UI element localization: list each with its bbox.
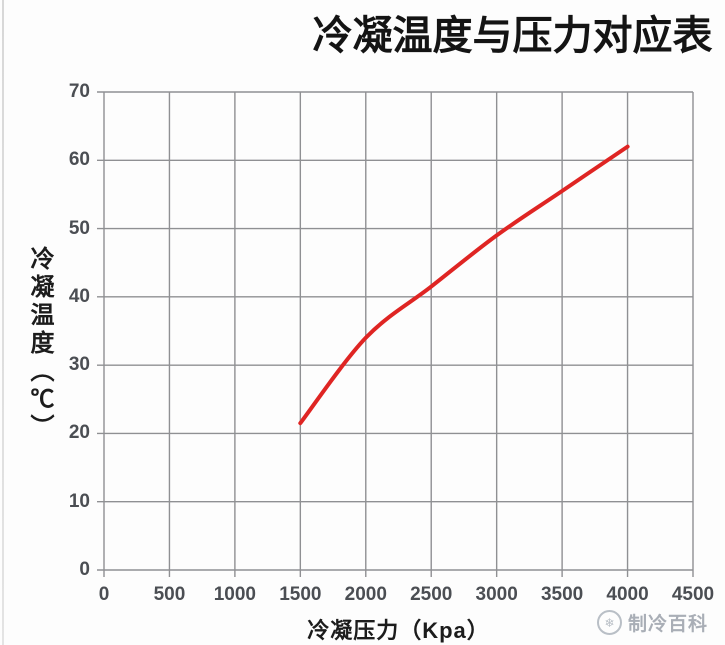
y-axis-tick-label: 60: [68, 149, 90, 171]
temperature-pressure-curve: [298, 144, 630, 426]
x-axis-tick-label: 0: [98, 584, 110, 605]
y-axis-tick-label: 50: [68, 217, 90, 239]
gridlines: [97, 91, 694, 577]
x-axis-tick-label: 1000: [213, 584, 257, 605]
watermark: ❄ 制冷百科: [597, 609, 708, 636]
y-axis-tick-label: 40: [68, 285, 90, 307]
x-axis-tick-label: 4000: [606, 584, 649, 605]
y-axis-tick-label: 70: [68, 81, 90, 102]
x-axis-tick-label: 2500: [410, 584, 453, 605]
x-axis-tick-label: 1500: [279, 584, 322, 605]
x-axis-tick-label: 500: [153, 584, 186, 605]
y-axis-title: 冷凝温度（℃）: [26, 246, 53, 442]
y-axis-tick-label: 30: [68, 354, 90, 376]
y-axis-tick-label: 10: [68, 490, 90, 512]
x-axis-tick-label: 4500: [671, 584, 715, 605]
page-edge-divider: [2, 0, 4, 645]
x-axis-title: 冷凝压力（Kpa）: [307, 618, 490, 643]
snowflake-logo-icon: ❄: [597, 610, 622, 635]
y-axis-tick-label: 0: [79, 559, 90, 580]
x-axis-tick-label: 3000: [475, 584, 518, 605]
x-axis-tick-label: 3500: [540, 584, 584, 605]
y-axis-tick-label: 20: [68, 422, 90, 444]
x-axis-tick-label: 2000: [344, 584, 387, 605]
watermark-text: 制冷百科: [628, 614, 709, 635]
chart-title: 冷凝温度与压力对应表: [312, 13, 713, 58]
